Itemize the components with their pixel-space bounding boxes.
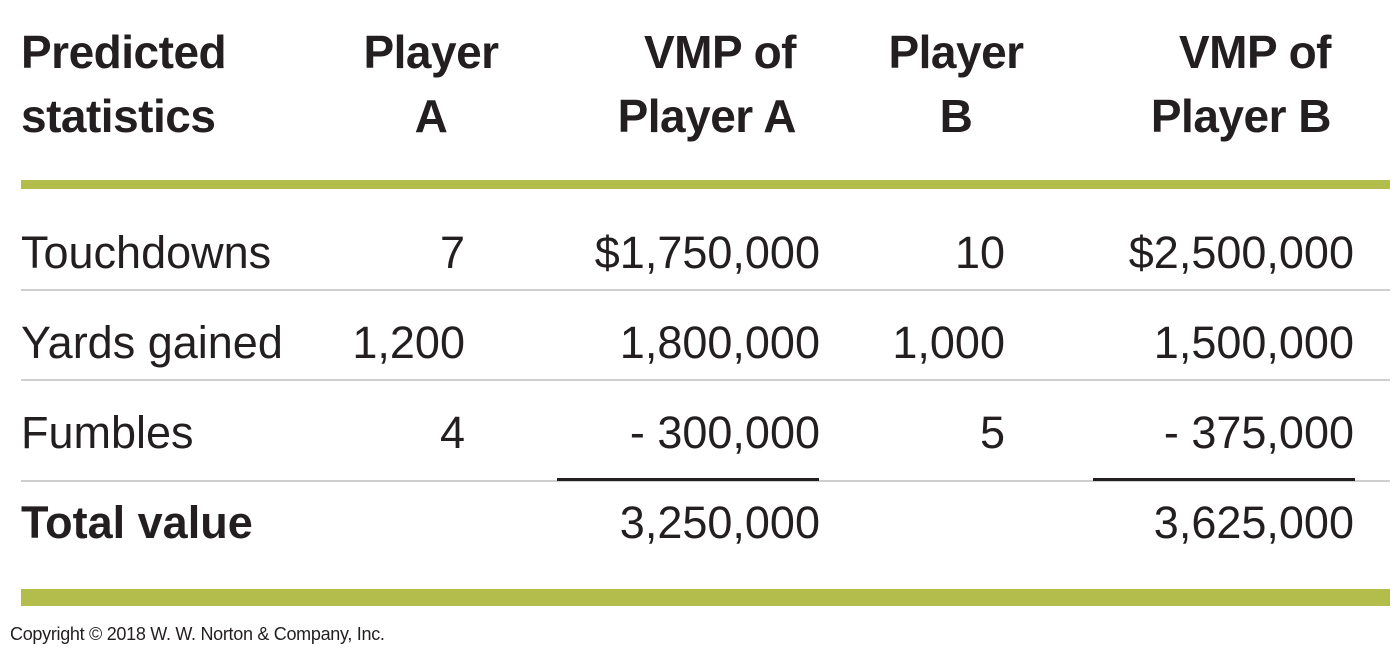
cell-player-a: 7 (439, 227, 465, 278)
header-player-b-line-1: Player (888, 26, 1024, 78)
table-row-fumbles: Fumbles 4 - 300,000 5 - 375,000 (21, 388, 1390, 478)
cell-player-a: 1,200 (352, 317, 465, 368)
header-stat-line-2: statistics (21, 90, 216, 142)
cell-player-b: 10 (954, 227, 1005, 278)
table-row-total: Total value 3,250,000 3,625,000 (21, 478, 1390, 568)
cell-vmp-a: 1,800,000 (619, 317, 820, 368)
header-divider (21, 180, 1390, 189)
cell-total-vmp-b: 3,625,000 (1153, 497, 1354, 548)
header-vmp-player-a: VMP of Player A (576, 20, 797, 148)
cell-vmp-b: $2,500,000 (1128, 227, 1354, 278)
cell-vmp-a: $1,750,000 (594, 227, 820, 278)
table-row-yards-gained: Yards gained 1,200 1,800,000 1,000 1,500… (21, 298, 1390, 388)
row-divider (21, 289, 1390, 291)
cell-player-b: 1,000 (892, 317, 1005, 368)
row-divider (21, 480, 1390, 482)
vmp-table: Predicted statistics Player A VMP of Pla… (21, 0, 1390, 608)
row-label: Touchdowns (21, 227, 272, 278)
row-label-total: Total value (21, 497, 253, 548)
table-row-touchdowns: Touchdowns 7 $1,750,000 10 $2,500,000 (21, 208, 1390, 298)
cell-vmp-b: 1,500,000 (1153, 317, 1354, 368)
header-player-a-line-2: A (414, 90, 448, 142)
sum-underline-vmp-b (1093, 478, 1355, 481)
copyright-notice: Copyright © 2018 W. W. Norton & Company,… (10, 624, 385, 644)
cell-player-a: 4 (439, 407, 465, 458)
header-vmp-player-b: VMP of Player B (1116, 20, 1332, 148)
header-vmp-a-line-2: Player A (617, 90, 797, 142)
cell-player-b: 5 (979, 407, 1005, 458)
cell-vmp-b: - 375,000 (1163, 407, 1354, 458)
cell-vmp-a: - 300,000 (629, 407, 820, 458)
header-player-a: Player A (351, 20, 511, 148)
header-player-b-line-2: B (939, 90, 973, 142)
cell-total-vmp-a: 3,250,000 (619, 497, 820, 548)
sum-underline-vmp-a (557, 478, 819, 481)
header-player-a-line-1: Player (363, 26, 499, 78)
header-predicted-statistics: Predicted statistics (21, 20, 227, 148)
row-label: Yards gained (21, 317, 283, 368)
header-player-b: Player B (876, 20, 1036, 148)
header-vmp-a-line-1: VMP of (643, 26, 797, 78)
row-label: Fumbles (21, 407, 194, 458)
header-stat-line-1: Predicted (21, 26, 227, 78)
header-vmp-b-line-2: Player B (1150, 90, 1332, 142)
footer-divider (21, 589, 1390, 606)
header-vmp-b-line-1: VMP of (1178, 26, 1332, 78)
row-divider (21, 379, 1390, 381)
